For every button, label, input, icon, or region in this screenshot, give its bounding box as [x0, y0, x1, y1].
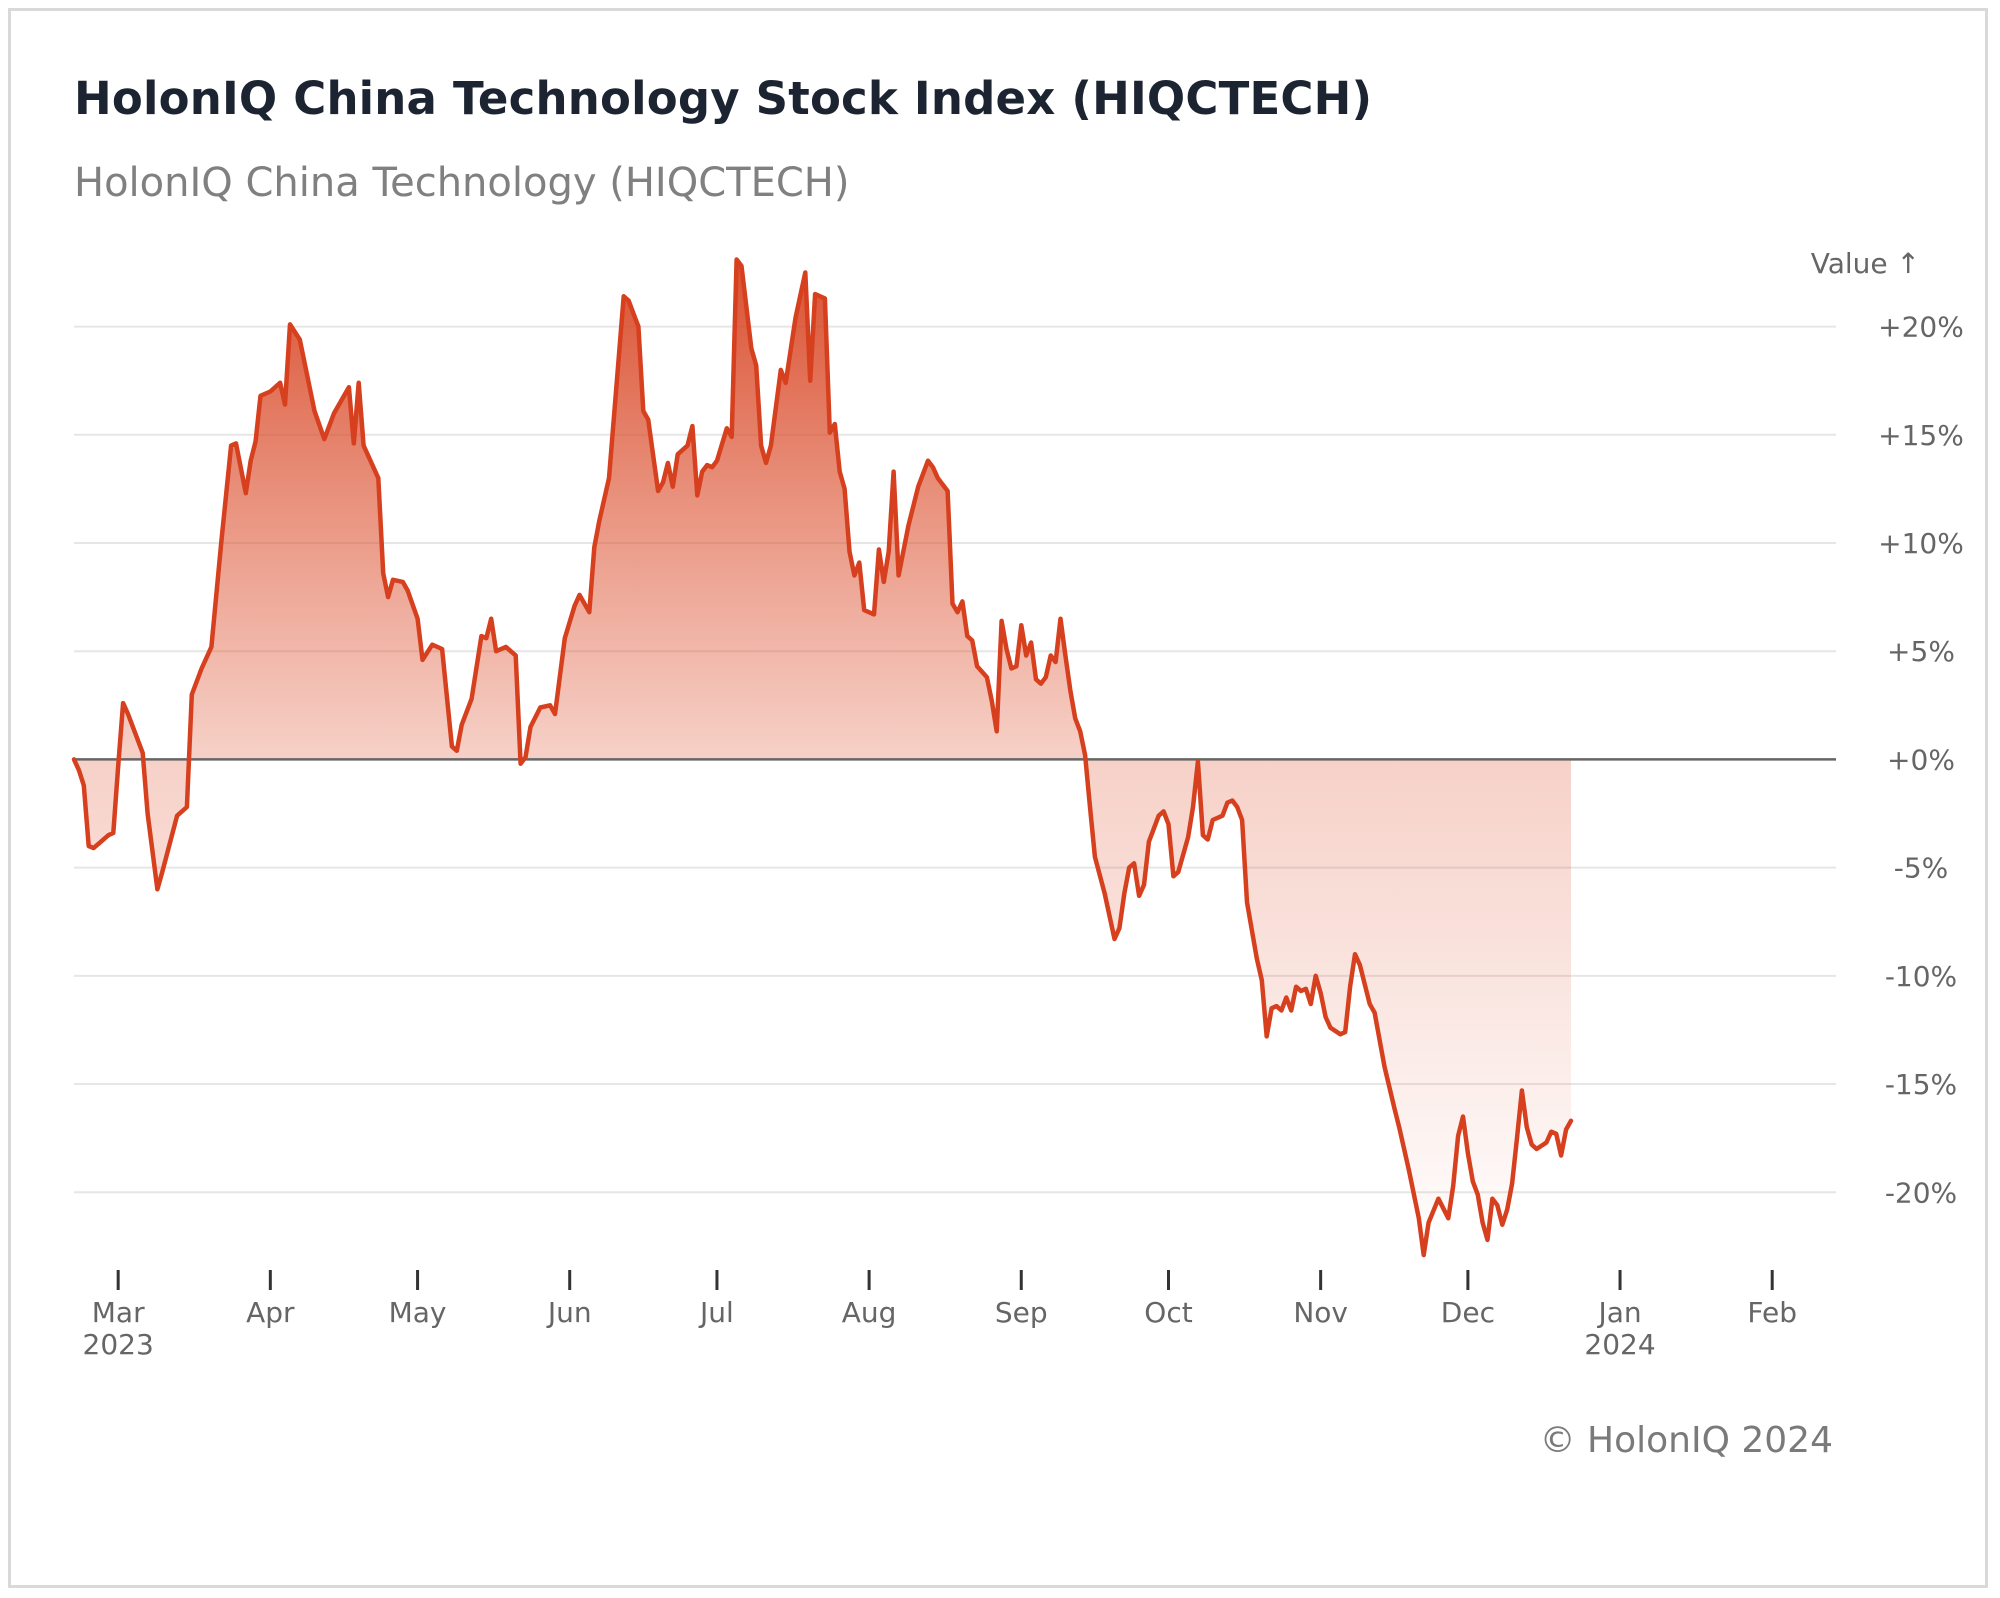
x-tick-year: 2023 [83, 1328, 154, 1361]
x-tick-label: Jul [698, 1296, 734, 1329]
y-tick-label: -5% [1894, 852, 1949, 885]
x-tick-label: Jan [1596, 1296, 1641, 1329]
x-tick-label: Jun [546, 1296, 592, 1329]
y-axis-label: Value ↑ [1811, 247, 1920, 280]
y-tick-label: -20% [1885, 1176, 1957, 1209]
x-tick-label: Aug [842, 1296, 897, 1329]
y-tick-label: +5% [1887, 635, 1955, 668]
x-tick-label: Oct [1144, 1296, 1192, 1329]
y-tick-label: -15% [1885, 1068, 1957, 1101]
x-tick-label: Dec [1441, 1296, 1495, 1329]
copyright: © HolonIQ 2024 [1539, 1420, 1833, 1461]
x-tick-label: Nov [1293, 1296, 1348, 1329]
x-tick-label: Feb [1747, 1296, 1797, 1329]
area-fills [74, 259, 1571, 1255]
y-tick-label: +20% [1878, 311, 1964, 344]
series-line [71, 257, 1574, 1258]
x-tick-label: Apr [246, 1296, 295, 1329]
x-tick-label: May [389, 1296, 447, 1329]
y-tick-label: +10% [1878, 527, 1964, 560]
y-tick-label: -10% [1885, 960, 1957, 993]
y-tick-label: +15% [1878, 419, 1964, 452]
chart-subtitle: HolonIQ China Technology (HIQCTECH) [74, 160, 850, 206]
chart-title: HolonIQ China Technology Stock Index (HI… [74, 72, 1373, 125]
x-tick-year: 2024 [1584, 1328, 1655, 1361]
y-tick-label: +0% [1887, 743, 1955, 776]
y-axis: +20% +15% +10% +5% +0% -5% -10% -15% -20% [1878, 311, 1964, 1210]
chart-card [8, 8, 1988, 1588]
x-tick-label: Sep [995, 1296, 1048, 1329]
x-tick-label: Mar [92, 1296, 145, 1329]
area-positive [74, 259, 1086, 760]
